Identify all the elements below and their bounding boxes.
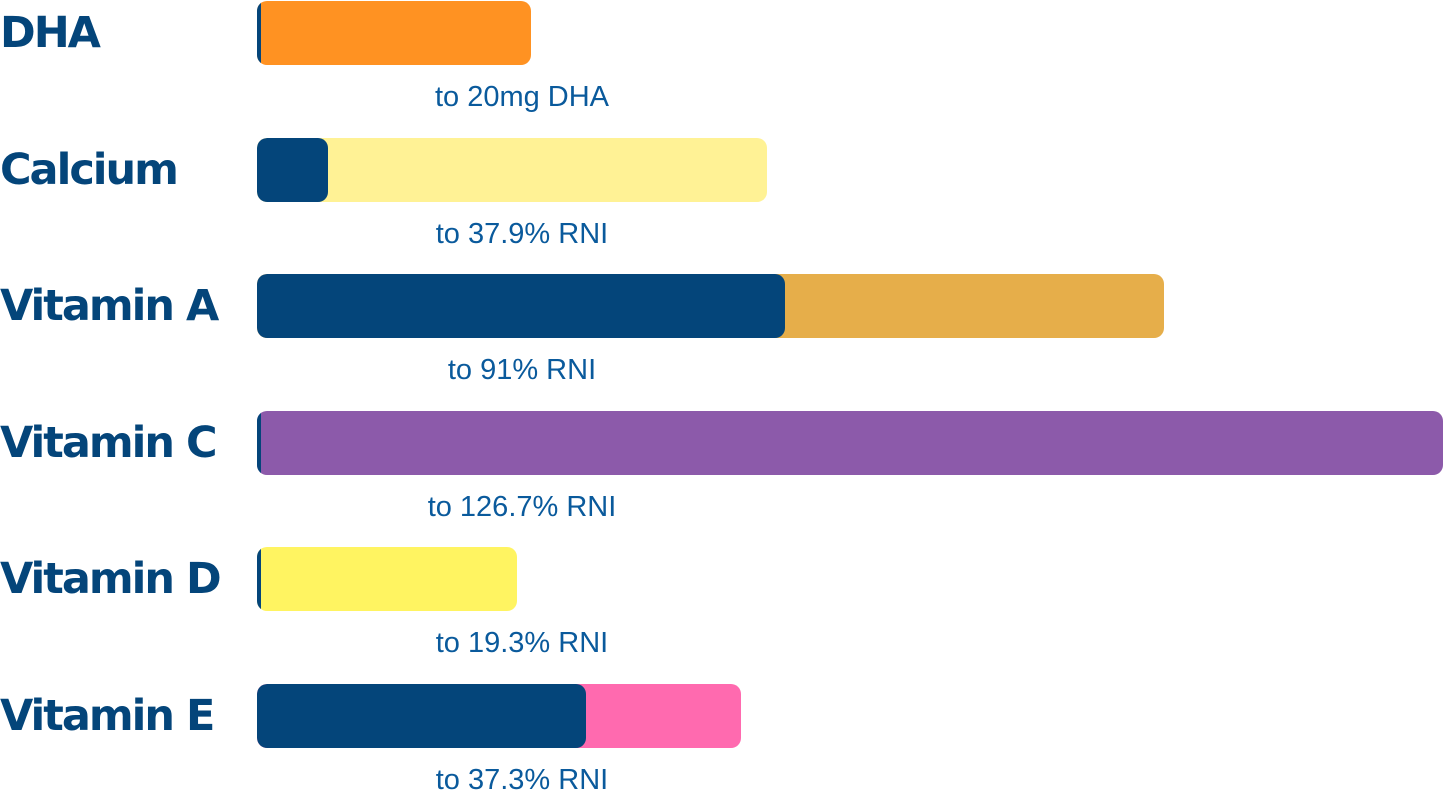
bar-vitamin-e: [257, 684, 741, 748]
category-label-vitamin-d: Vitamin D: [0, 554, 222, 604]
bar-vitamin-d: [257, 547, 517, 611]
category-label-dha: DHA: [0, 8, 101, 58]
bar-base-vitamin-e: [257, 684, 586, 748]
category-label-vitamin-a: Vitamin A: [0, 281, 219, 331]
bar-base-vitamin-d: [257, 547, 261, 611]
bar-base-vitamin-c: [257, 411, 261, 475]
bar-base-dha: [257, 1, 261, 65]
caption-calcium: to 37.9% RNI: [435, 218, 609, 250]
bar-calcium: [257, 138, 767, 202]
caption-vitamin-d: to 19.3% RNI: [435, 627, 609, 659]
category-label-vitamin-e: Vitamin E: [0, 691, 215, 741]
bar-base-calcium: [257, 138, 328, 202]
bar-vitamin-c: [257, 411, 1443, 475]
category-label-calcium: Calcium: [0, 145, 179, 195]
bar-dha: [257, 1, 531, 65]
category-label-vitamin-c: Vitamin C: [0, 418, 218, 468]
caption-vitamin-c: to 126.7% RNI: [427, 491, 617, 523]
caption-vitamin-a: to 91% RNI: [447, 354, 597, 386]
caption-dha: to 20mg DHA: [434, 81, 610, 113]
bar-vitamin-a: [257, 274, 1164, 338]
caption-vitamin-e: to 37.3% RNI: [435, 764, 609, 796]
bar-base-vitamin-a: [257, 274, 785, 338]
